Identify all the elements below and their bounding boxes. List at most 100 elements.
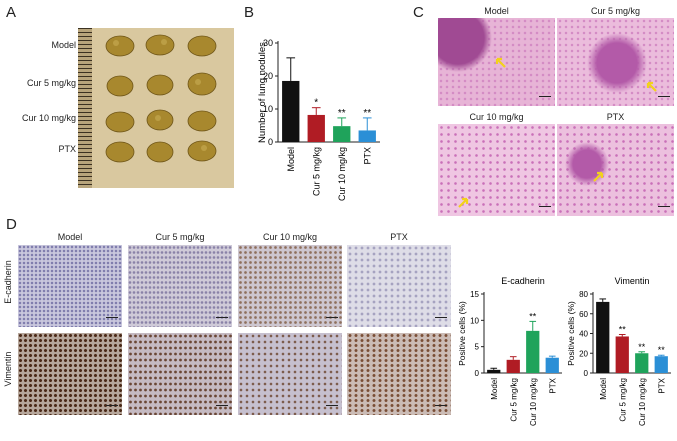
panel-label-a: A — [6, 4, 17, 21]
ruler — [78, 28, 92, 188]
he-image-ptx — [557, 124, 674, 216]
significance-mark: ** — [619, 324, 627, 334]
significance-mark: ** — [658, 345, 666, 355]
x-tick-label: Cur 5 mg/kg — [509, 378, 518, 422]
x-tick-label: Model — [490, 378, 499, 400]
significance-mark: ** — [338, 108, 346, 119]
he-title-model: Model — [484, 6, 509, 16]
significance-mark: ** — [638, 342, 646, 352]
ihc-col-title-ptx: PTX — [390, 232, 408, 242]
x-tick-label: Model — [599, 378, 608, 400]
bar — [615, 336, 629, 373]
ihc-row-label-ecadherin: E-cadherin — [3, 260, 13, 304]
scale-bar — [435, 317, 447, 323]
scale-bar — [658, 96, 670, 102]
x-tick-label: Cur 10 mg/kg — [529, 378, 538, 426]
scale-bar — [326, 405, 338, 411]
significance-mark: ** — [363, 108, 371, 119]
y-tick-label: 20 — [263, 71, 273, 81]
arrow-icon — [646, 81, 657, 92]
scale-bar — [539, 96, 551, 102]
chart-title: E-cadherin — [501, 276, 545, 286]
x-tick-label: Model — [286, 147, 296, 172]
photo-row-label-cur10: Cur 10 mg/kg — [21, 113, 76, 123]
ihc-vimentin-ptx — [347, 333, 451, 415]
ihc-ecadherin-ptx — [347, 245, 451, 327]
arrow-icon — [495, 57, 506, 68]
y-tick-label: 0 — [475, 369, 480, 378]
scale-bar — [106, 405, 118, 411]
ihc-ecadherin-cur10 — [238, 245, 342, 327]
photo-row-label-model: Model — [51, 40, 76, 50]
panel-label-d: D — [6, 216, 17, 233]
x-tick-label: PTX — [657, 377, 666, 393]
y-tick-label: 0 — [584, 369, 589, 378]
scale-bar — [435, 405, 447, 411]
he-title-ptx: PTX — [606, 112, 625, 122]
bar — [282, 80, 300, 142]
bar — [487, 369, 501, 373]
he-image-model — [438, 18, 555, 106]
y-tick-label: 10 — [263, 104, 273, 114]
x-tick-label: PTX — [362, 147, 372, 165]
ihc-ecadherin-model — [18, 245, 122, 327]
scale-bar — [326, 317, 338, 323]
he-title-cur10: Cur 10 mg/kg — [469, 112, 524, 122]
ihc-col-title-cur10: Cur 10 mg/kg — [262, 232, 318, 242]
lung-specimens — [105, 34, 217, 163]
x-tick-label: Cur 10 mg/kg — [337, 147, 347, 201]
ihc-vimentin-model — [18, 333, 122, 415]
scale-bar — [106, 317, 118, 323]
significance-mark: ** — [529, 311, 537, 321]
y-tick-label: 15 — [470, 290, 479, 299]
scale-bar — [539, 206, 551, 212]
ihc-col-title-cur5: Cur 5 mg/kg — [155, 232, 205, 242]
bar — [635, 353, 649, 373]
bar — [596, 301, 610, 373]
y-tick-label: 20 — [579, 349, 588, 358]
arrow-icon — [458, 197, 469, 208]
bar — [333, 126, 351, 142]
bar — [506, 359, 520, 373]
y-tick-label: 0 — [268, 137, 273, 147]
ihc-vimentin-cur10 — [238, 333, 342, 415]
scale-bar — [216, 317, 228, 323]
bar — [526, 330, 540, 373]
he-image-cur10 — [438, 124, 555, 216]
y-tick-label: 10 — [470, 316, 479, 325]
y-tick-label: 80 — [579, 290, 588, 299]
y-axis-label: Positive cells (%) — [457, 301, 467, 366]
ihc-row-label-vimentin: Vimentin — [3, 351, 13, 387]
ihc-ecadherin-cur5 — [128, 245, 232, 327]
ihc-col-title-model: Model — [57, 232, 83, 242]
y-tick-label: 40 — [579, 330, 588, 339]
panel-label-b: B — [244, 4, 255, 21]
x-tick-label: Cur 10 mg/kg — [638, 378, 647, 426]
arrow-icon — [593, 171, 604, 182]
he-image-cur5 — [557, 18, 674, 106]
panel-label-c: C — [413, 4, 424, 21]
bar — [654, 356, 668, 373]
y-tick-label: 30 — [263, 38, 273, 48]
he-title-cur5: Cur 5 mg/kg — [590, 6, 641, 16]
x-tick-label: PTX — [548, 377, 557, 393]
significance-mark: * — [314, 98, 318, 109]
x-tick-label: Cur 5 mg/kg — [311, 147, 321, 196]
scale-bar — [216, 405, 228, 411]
x-tick-label: Cur 5 mg/kg — [618, 378, 627, 422]
photo-row-label-ptx: PTX — [58, 144, 76, 154]
ihc-vimentin-cur5 — [128, 333, 232, 415]
bar — [307, 114, 325, 142]
y-tick-label: 5 — [475, 343, 480, 352]
y-axis-label: Number of lung nodules — [258, 42, 268, 143]
photo-row-label-cur5: Cur 5 mg/kg — [26, 78, 76, 88]
lung-photo-panel — [78, 28, 234, 188]
y-axis-label: Positive cells (%) — [566, 301, 576, 366]
bar — [545, 357, 559, 373]
bar — [358, 130, 376, 142]
y-tick-label: 60 — [579, 310, 588, 319]
chart-title: Vimentin — [615, 276, 650, 286]
